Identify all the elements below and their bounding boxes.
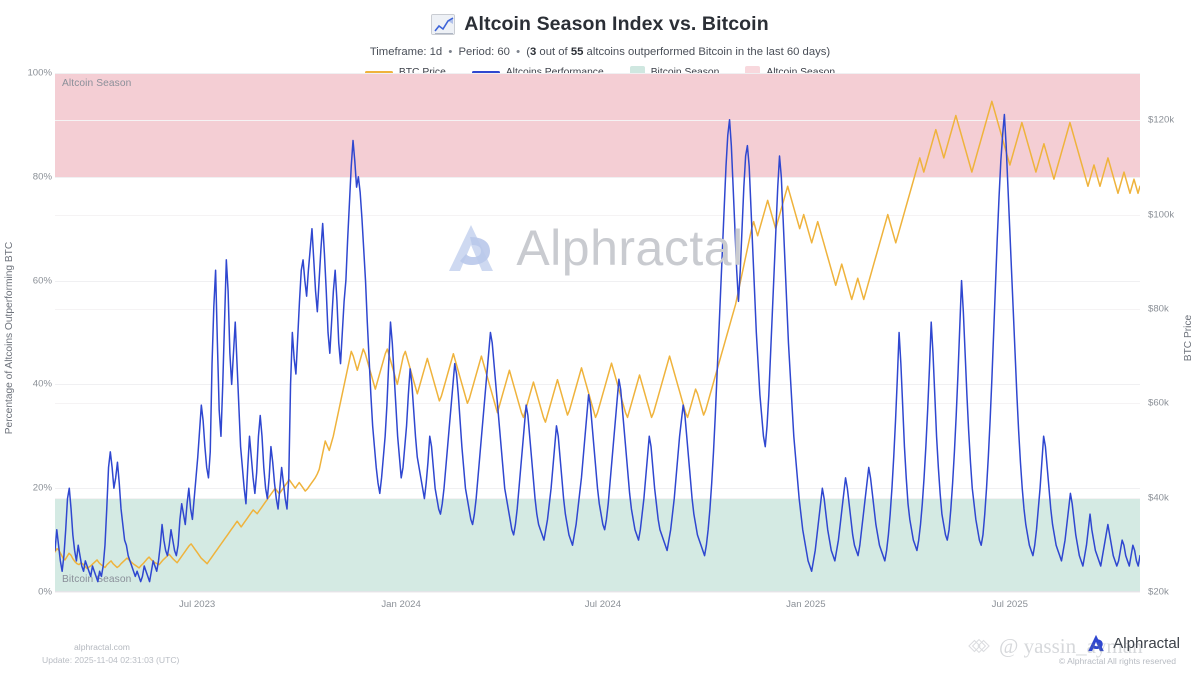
x-axis-tick: Jul 2024 [584,599,622,610]
legend-swatch-btc-price [364,71,393,74]
diamond-icon [968,638,990,654]
user-watermark: @ yassin_ayman [966,633,1143,659]
y-axis-right-tick: $100k [1148,209,1175,221]
y-axis-left-title: Percentage of Altcoins Outperforming BTC [4,241,15,434]
subtitle-period: Period: 60 [458,46,510,58]
legend-label-btc-price: BTC Price [399,67,446,78]
y-axis-right-tick: $40k [1148,492,1169,504]
footer-left: alphractal.com Update: 2025-11-04 02:31:… [42,641,179,668]
footer-copyright: © Alphractal All rights reserved [1058,656,1176,666]
y-axis-left-tick: 20% [32,482,52,494]
y-axis-right-tick: $20k [1148,586,1169,598]
series-layer [55,73,1140,592]
subtitle-paren-open: ( [526,46,530,58]
y-axis-right-tick: $120k [1148,114,1175,126]
line-chart-icon [431,14,456,35]
legend-label-altcoin-season: Altcoin Season [766,67,835,78]
subtitle-timeframe: Timeframe: 1d [369,46,443,58]
page-title: Altcoin Season Index vs. Bitcoin [464,13,769,35]
user-watermark-text: @ yassin_ayman [999,633,1143,658]
series-line-btc-price [55,101,1140,568]
subtitle-total-count: 55 [570,46,584,58]
legend-item-altcoins-performance[interactable]: Altcoins Performance [471,67,604,78]
x-axis-tick: Jan 2024 [381,599,421,610]
legend-item-btc-price[interactable]: BTC Price [364,67,446,78]
y-axis-right-tick: $60k [1148,397,1169,409]
footer-right: Alphractal © Alphractal All rights reser… [1058,632,1180,667]
x-axis-tick: Jul 2025 [991,599,1028,610]
footer-update-timestamp: Update: 2025-11-04 02:31:03 (UTC) [42,655,180,666]
subtitle-sep-1: • [448,46,453,58]
gridline-right [55,120,1140,121]
band-bitcoin-season [55,498,1140,592]
y-axis-right-title: BTC Price [1183,314,1194,361]
legend-label-bitcoin-season: Bitcoin Season [651,67,720,78]
x-axis-tick: Jan 2025 [786,599,826,610]
subtitle-tail: altcoins outperformed Bitcoin in the las… [583,46,831,58]
chart-subtitle: Timeframe: 1d • Period: 60 • (3 out of 5… [0,46,1200,58]
subtitle-mid: out of [536,46,571,58]
gridline-right [55,309,1140,310]
plot-area[interactable]: Altcoin Season Bitcoin Season [55,73,1140,593]
y-axis-left-tick: 80% [32,171,52,183]
gridline-left [55,384,1140,385]
gridline-right [55,592,1140,593]
y-axis-left-tick: 40% [32,378,52,390]
footer-site[interactable]: alphractal.com [74,642,130,652]
subtitle-outperform-count: 3 [529,46,537,58]
x-axis-line [55,591,1140,592]
gridline-right [55,498,1140,499]
gridline-left [55,177,1140,178]
gridline-left [55,281,1140,282]
subtitle-sep-2: • [516,46,521,58]
gridline-right [55,215,1140,216]
footer-brand: Alphractal [1085,632,1180,654]
gridline-right [55,403,1140,404]
chart-header: Altcoin Season Index vs. Bitcoin [0,13,1200,36]
x-axis-tick: Jul 2023 [178,599,216,610]
y-axis-right-tick: $80k [1148,303,1169,315]
alphractal-logo-icon-small [1088,634,1105,652]
y-axis-left-tick: 0% [38,586,52,598]
legend-label-altcoins-performance: Altcoins Performance [506,67,604,78]
legend-swatch-altcoins-performance [471,71,500,74]
y-axis-left-tick: 60% [32,275,52,287]
series-line-altcoins-performance [55,115,1140,582]
footer-brand-text: Alphractal [1113,634,1180,652]
y-axis-left-tick: 100% [27,67,52,79]
gridline-left [55,73,1140,74]
